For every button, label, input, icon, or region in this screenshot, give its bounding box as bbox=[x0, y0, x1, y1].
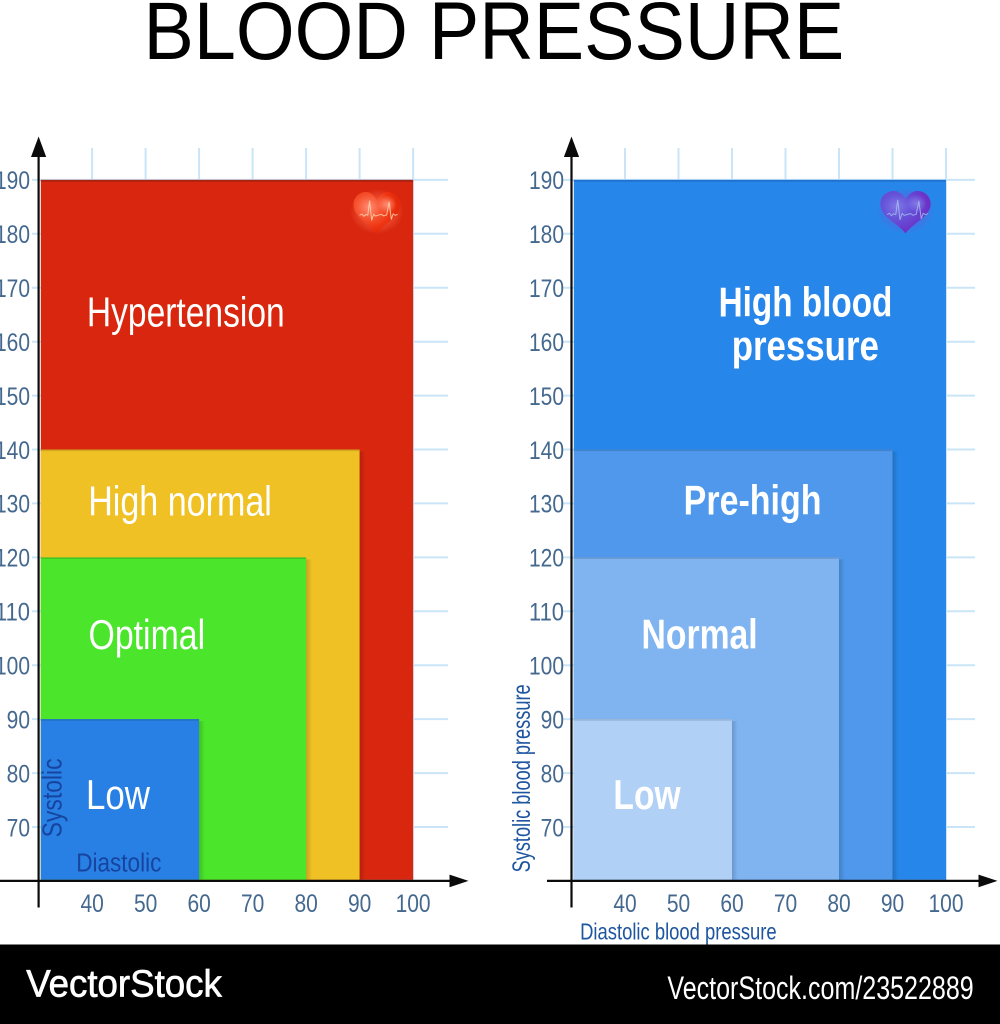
svg-text:40: 40 bbox=[80, 889, 103, 917]
svg-text:110: 110 bbox=[0, 598, 30, 626]
svg-text:50: 50 bbox=[667, 889, 690, 917]
svg-text:80: 80 bbox=[7, 760, 30, 788]
svg-text:90: 90 bbox=[348, 889, 371, 917]
svg-text:Low: Low bbox=[86, 772, 150, 819]
svg-text:80: 80 bbox=[294, 889, 317, 917]
svg-text:VectorStock: VectorStock bbox=[26, 962, 222, 1005]
svg-text:190: 190 bbox=[0, 166, 30, 194]
svg-text:pressure: pressure bbox=[732, 323, 879, 370]
svg-text:80: 80 bbox=[541, 760, 564, 788]
svg-text:130: 130 bbox=[0, 490, 30, 518]
svg-text:VectorStock.com/23522889: VectorStock.com/23522889 bbox=[667, 971, 973, 1007]
svg-text:90: 90 bbox=[881, 889, 904, 917]
svg-text:130: 130 bbox=[529, 490, 564, 518]
svg-text:70: 70 bbox=[7, 814, 30, 842]
svg-text:170: 170 bbox=[529, 274, 564, 302]
svg-text:140: 140 bbox=[529, 436, 564, 464]
svg-text:160: 160 bbox=[0, 328, 30, 356]
svg-text:90: 90 bbox=[541, 706, 564, 734]
svg-text:Low: Low bbox=[613, 772, 681, 818]
svg-text:150: 150 bbox=[0, 382, 30, 410]
svg-text:100: 100 bbox=[929, 889, 964, 917]
svg-text:Systolic blood pressure: Systolic blood pressure bbox=[507, 684, 536, 872]
svg-text:40: 40 bbox=[613, 889, 636, 917]
svg-text:60: 60 bbox=[720, 889, 743, 917]
svg-text:60: 60 bbox=[187, 889, 210, 917]
svg-text:High normal: High normal bbox=[88, 480, 272, 526]
svg-text:70: 70 bbox=[241, 889, 264, 917]
svg-text:70: 70 bbox=[541, 814, 564, 842]
svg-text:Hypertension: Hypertension bbox=[87, 289, 285, 335]
svg-text:140: 140 bbox=[0, 436, 30, 464]
svg-text:Diastolic blood pressure: Diastolic blood pressure bbox=[580, 920, 777, 945]
svg-text:180: 180 bbox=[0, 220, 30, 248]
svg-text:120: 120 bbox=[0, 544, 30, 572]
svg-text:Optimal: Optimal bbox=[89, 613, 206, 659]
svg-text:50: 50 bbox=[134, 889, 157, 917]
svg-text:100: 100 bbox=[396, 889, 431, 917]
svg-text:170: 170 bbox=[0, 274, 30, 302]
svg-text:Systolic: Systolic bbox=[38, 758, 68, 837]
svg-text:High blood: High blood bbox=[719, 279, 893, 325]
svg-text:90: 90 bbox=[7, 706, 30, 734]
svg-text:80: 80 bbox=[827, 889, 850, 917]
svg-text:180: 180 bbox=[529, 220, 564, 248]
svg-text:Pre-high: Pre-high bbox=[684, 478, 822, 524]
svg-text:Diastolic: Diastolic bbox=[76, 849, 161, 878]
svg-text:100: 100 bbox=[529, 652, 564, 680]
svg-text:120: 120 bbox=[529, 544, 564, 572]
svg-text:Normal: Normal bbox=[642, 612, 758, 658]
svg-text:70: 70 bbox=[774, 889, 797, 917]
svg-text:BLOOD PRESSURE: BLOOD PRESSURE bbox=[144, 0, 845, 77]
svg-text:150: 150 bbox=[529, 382, 564, 410]
svg-text:100: 100 bbox=[0, 652, 30, 680]
svg-text:190: 190 bbox=[529, 166, 564, 194]
svg-text:110: 110 bbox=[529, 598, 564, 626]
svg-text:160: 160 bbox=[529, 328, 564, 356]
